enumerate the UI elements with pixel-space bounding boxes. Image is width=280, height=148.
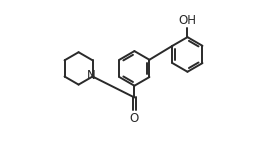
Text: N: N [87, 69, 96, 82]
Text: OH: OH [178, 14, 197, 27]
Text: O: O [130, 112, 139, 125]
